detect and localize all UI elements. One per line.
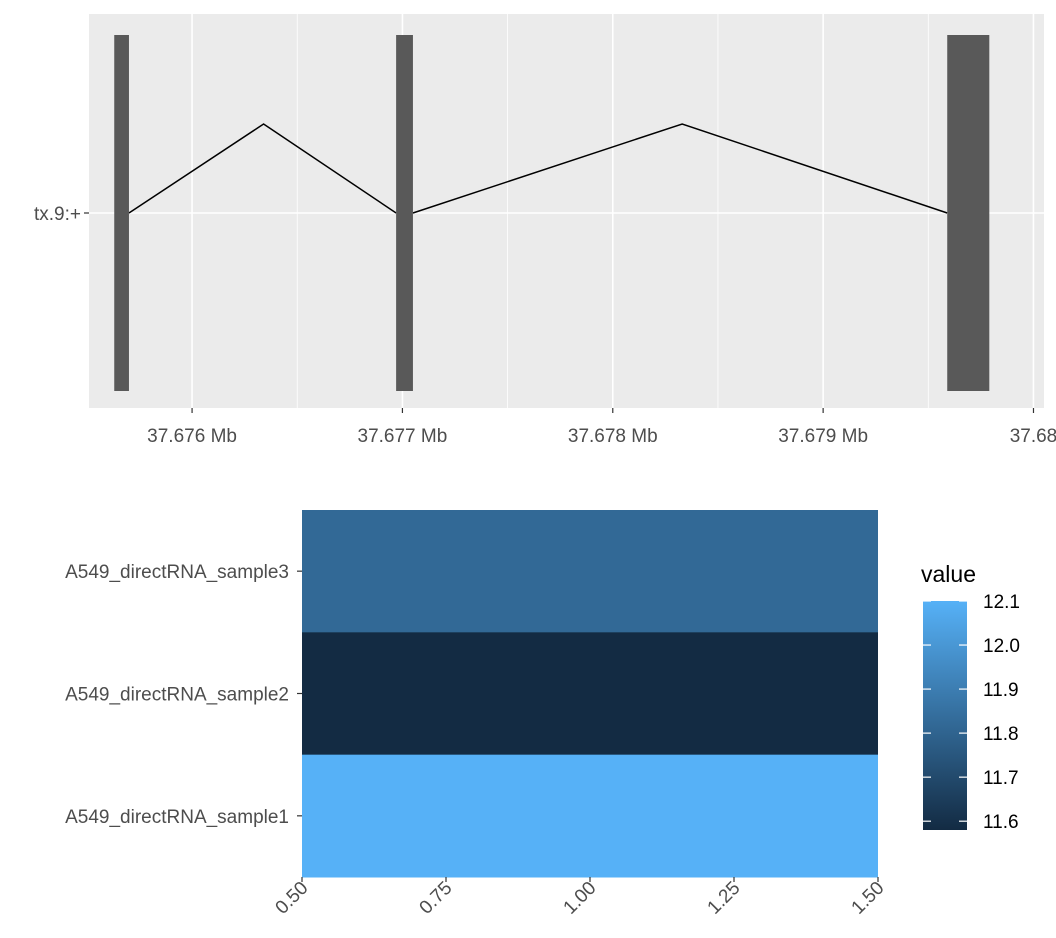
heatmap-y-axis: A549_directRNA_sample3 A549_directRNA_sam… — [65, 562, 302, 828]
heatmap-x-axis: 0.50 0.75 1.00 1.25 1.50 — [272, 877, 889, 919]
heatmap-y-tick-label: A549_directRNA_sample3 — [65, 562, 289, 583]
track-y-tick-label: tx.9:+ — [34, 204, 81, 225]
track-introns — [128, 123, 948, 214]
legend-tick-label: 11.8 — [983, 724, 1019, 745]
track-plot-background — [89, 14, 1044, 408]
exon-block — [396, 35, 413, 391]
heatmap-x-tick-label: 0.50 — [272, 878, 313, 919]
track-x-tick-label: 37.677 Mb — [358, 426, 448, 447]
track-y-axis: tx.9:+ — [34, 204, 89, 225]
heatmap-x-tick-label: 1.00 — [560, 878, 601, 919]
legend-tick-label: 12.1 — [983, 592, 1020, 613]
legend-tick-label: 11.9 — [983, 680, 1019, 701]
legend-ticks: 12.1 12.0 11.9 11.8 11.7 11.6 — [923, 592, 1020, 833]
legend-tick-label: 11.7 — [983, 768, 1019, 789]
heatmap-panel: A549_directRNA_sample3 A549_directRNA_sam… — [65, 510, 889, 919]
track-x-tick-label: 37.68 — [1010, 426, 1056, 447]
heatmap-x-tick-label: 1.50 — [848, 878, 889, 919]
legend-colorbar — [923, 601, 967, 830]
heatmap-tile — [302, 632, 878, 756]
legend-tick-label: 12.0 — [983, 636, 1020, 657]
heatmap-tiles — [302, 510, 878, 878]
heatmap-x-tick-label: 1.25 — [704, 878, 745, 919]
track-exons — [114, 35, 990, 391]
track-x-tick-label: 37.676 Mb — [147, 426, 237, 447]
track-x-tick-label: 37.679 Mb — [778, 426, 868, 447]
intron-line — [412, 123, 948, 214]
heatmap-y-tick-label: A549_directRNA_sample1 — [65, 807, 289, 828]
heatmap-x-tick-label: 0.75 — [416, 878, 457, 919]
legend-tick-label: 11.6 — [983, 812, 1019, 833]
track-x-axis: 37.676 Mb 37.677 Mb 37.678 Mb 37.679 Mb 37.6… — [147, 408, 1056, 447]
heatmap-tile — [302, 754, 878, 878]
gene-track-panel: tx.9:+ 37.676 Mb 37.677 Mb 37.678 Mb 37.679… — [34, 14, 1056, 447]
heatmap-tile — [302, 510, 878, 633]
heatmap-y-tick-label: A549_directRNA_sample2 — [65, 685, 289, 706]
colorbar-legend: value 12.1 12.0 11.9 11.8 11.7 11.6 — [921, 561, 1020, 833]
track-x-tick-label: 37.678 Mb — [568, 426, 658, 447]
exon-block — [947, 35, 990, 391]
exon-block — [114, 35, 129, 391]
intron-line — [128, 123, 397, 214]
legend-title: value — [921, 561, 976, 587]
